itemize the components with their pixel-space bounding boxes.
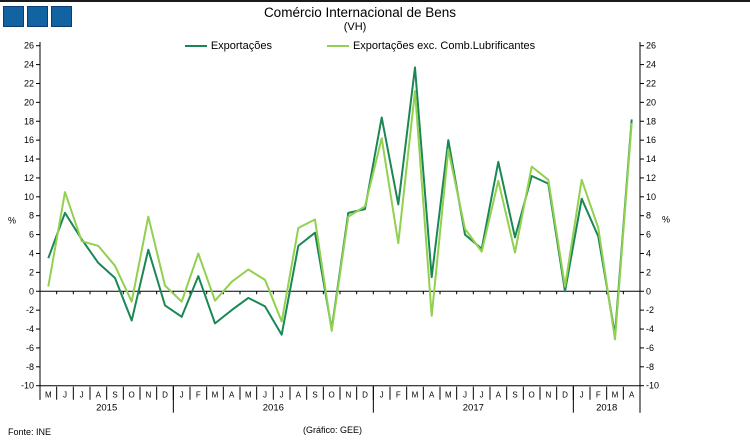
svg-text:8: 8 xyxy=(646,211,651,221)
svg-text:%: % xyxy=(662,215,670,225)
page-title: Comércio Internacional de Bens xyxy=(263,5,457,20)
svg-text:N: N xyxy=(545,391,551,400)
svg-text:A: A xyxy=(296,391,302,400)
svg-text:A: A xyxy=(496,391,502,400)
svg-text:-2: -2 xyxy=(646,305,654,315)
svg-text:-8: -8 xyxy=(646,362,654,372)
svg-text:24: 24 xyxy=(646,60,656,70)
svg-text:10: 10 xyxy=(646,192,656,202)
svg-text:D: D xyxy=(162,391,168,400)
svg-text:O: O xyxy=(529,391,535,400)
svg-text:N: N xyxy=(145,391,151,400)
legend-item-exportacoes-exc: Exportações exc. Comb.Lubrificantes xyxy=(326,40,536,52)
svg-text:4: 4 xyxy=(29,248,34,258)
svg-text:8: 8 xyxy=(29,211,34,221)
svg-text:M: M xyxy=(445,391,452,400)
logo-square xyxy=(27,6,48,27)
footer-source: Fonte: INE xyxy=(8,427,52,437)
svg-text:2: 2 xyxy=(29,267,34,277)
svg-text:J: J xyxy=(80,391,84,400)
svg-text:16: 16 xyxy=(646,135,656,145)
svg-text:22: 22 xyxy=(646,78,656,88)
legend-item-exportacoes: Exportações xyxy=(184,40,272,52)
logo-squares xyxy=(3,6,72,27)
svg-text:A: A xyxy=(229,391,235,400)
svg-text:14: 14 xyxy=(24,154,34,164)
svg-text:M: M xyxy=(212,391,219,400)
svg-text:26: 26 xyxy=(24,41,34,51)
svg-text:0: 0 xyxy=(646,286,651,296)
svg-text:J: J xyxy=(263,391,267,400)
page-subtitle: (VH) xyxy=(343,21,367,33)
svg-text:O: O xyxy=(329,391,335,400)
svg-text:S: S xyxy=(512,391,517,400)
svg-text:A: A xyxy=(96,391,102,400)
svg-text:F: F xyxy=(596,391,601,400)
svg-text:M: M xyxy=(45,391,52,400)
svg-text:12: 12 xyxy=(646,173,656,183)
legend-label: Exportações exc. Comb.Lubrificantes xyxy=(352,40,536,52)
svg-text:J: J xyxy=(463,391,467,400)
svg-text:18: 18 xyxy=(646,116,656,126)
svg-text:24: 24 xyxy=(24,60,34,70)
logo-square xyxy=(3,6,24,27)
svg-text:16: 16 xyxy=(24,135,34,145)
svg-text:J: J xyxy=(480,391,484,400)
svg-text:N: N xyxy=(345,391,351,400)
svg-text:S: S xyxy=(112,391,117,400)
svg-text:18: 18 xyxy=(24,116,34,126)
svg-text:0: 0 xyxy=(29,286,34,296)
svg-text:J: J xyxy=(580,391,584,400)
svg-text:-4: -4 xyxy=(646,324,654,334)
svg-text:J: J xyxy=(63,391,67,400)
svg-text:J: J xyxy=(280,391,284,400)
svg-text:-6: -6 xyxy=(646,343,654,353)
svg-text:S: S xyxy=(312,391,317,400)
svg-text:F: F xyxy=(396,391,401,400)
svg-text:2016: 2016 xyxy=(263,403,284,414)
svg-text:20: 20 xyxy=(24,97,34,107)
svg-text:2: 2 xyxy=(646,267,651,277)
svg-text:2018: 2018 xyxy=(596,403,617,414)
svg-text:M: M xyxy=(612,391,619,400)
svg-text:22: 22 xyxy=(24,78,34,88)
svg-text:14: 14 xyxy=(646,154,656,164)
svg-text:10: 10 xyxy=(24,192,34,202)
svg-text:2017: 2017 xyxy=(463,403,484,414)
svg-text:D: D xyxy=(362,391,368,400)
svg-text:4: 4 xyxy=(646,248,651,258)
svg-text:-10: -10 xyxy=(646,381,659,391)
svg-text:-4: -4 xyxy=(26,324,34,334)
svg-text:M: M xyxy=(412,391,419,400)
svg-text:6: 6 xyxy=(646,230,651,240)
svg-text:A: A xyxy=(429,391,435,400)
svg-text:A: A xyxy=(629,391,635,400)
top-border xyxy=(0,0,750,2)
svg-text:12: 12 xyxy=(24,173,34,183)
legend-swatch-light-green xyxy=(326,44,349,48)
svg-text:J: J xyxy=(180,391,184,400)
svg-text:6: 6 xyxy=(29,230,34,240)
svg-text:D: D xyxy=(562,391,568,400)
svg-text:M: M xyxy=(245,391,252,400)
logo-square xyxy=(51,6,72,27)
svg-text:20: 20 xyxy=(646,97,656,107)
svg-text:F: F xyxy=(196,391,201,400)
legend-swatch-dark-green xyxy=(184,44,207,48)
footer-credit: (Gráfico: GEE) xyxy=(303,425,363,435)
svg-text:-6: -6 xyxy=(26,343,34,353)
chart-legend: Exportações Exportações exc. Comb.Lubrif… xyxy=(0,40,720,52)
svg-text:%: % xyxy=(8,216,16,226)
svg-text:26: 26 xyxy=(646,41,656,51)
svg-text:J: J xyxy=(380,391,384,400)
svg-text:2015: 2015 xyxy=(96,403,117,414)
svg-text:O: O xyxy=(129,391,135,400)
legend-label: Exportações xyxy=(210,40,272,52)
svg-text:-2: -2 xyxy=(26,305,34,315)
svg-text:-10: -10 xyxy=(21,381,34,391)
svg-text:-8: -8 xyxy=(26,362,34,372)
